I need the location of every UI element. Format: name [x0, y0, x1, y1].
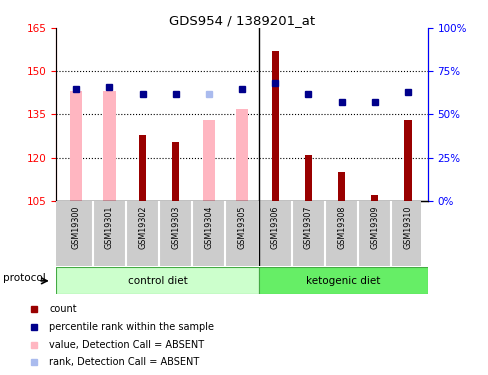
- Bar: [103, 92, 115, 201]
- Text: count: count: [49, 304, 77, 314]
- Bar: [404, 120, 411, 201]
- Text: GSM19310: GSM19310: [403, 206, 411, 249]
- Title: GDS954 / 1389201_at: GDS954 / 1389201_at: [169, 14, 314, 27]
- Bar: [271, 51, 278, 201]
- Text: value, Detection Call = ABSENT: value, Detection Call = ABSENT: [49, 339, 204, 350]
- Text: GSM19306: GSM19306: [270, 206, 279, 249]
- Bar: [56, 267, 258, 294]
- Text: ketogenic diet: ketogenic diet: [305, 276, 380, 286]
- Text: GSM19301: GSM19301: [104, 206, 114, 249]
- Text: percentile rank within the sample: percentile rank within the sample: [49, 322, 214, 332]
- Bar: [70, 92, 82, 201]
- Text: GSM19300: GSM19300: [72, 206, 81, 249]
- Text: GSM19309: GSM19309: [369, 206, 379, 249]
- Text: GSM19302: GSM19302: [138, 206, 147, 249]
- Bar: [258, 267, 427, 294]
- Bar: [304, 154, 311, 201]
- Text: GSM19304: GSM19304: [204, 206, 213, 249]
- Bar: [370, 195, 378, 201]
- Bar: [202, 120, 215, 201]
- Text: GSM19308: GSM19308: [336, 206, 346, 249]
- Bar: [139, 135, 146, 201]
- Text: GSM19303: GSM19303: [171, 206, 180, 249]
- Text: control diet: control diet: [127, 276, 187, 286]
- Bar: [235, 109, 248, 201]
- Bar: [172, 142, 179, 201]
- Bar: [337, 172, 345, 201]
- Text: GSM19305: GSM19305: [237, 206, 246, 249]
- Text: protocol: protocol: [3, 273, 45, 283]
- Text: rank, Detection Call = ABSENT: rank, Detection Call = ABSENT: [49, 357, 199, 368]
- Text: GSM19307: GSM19307: [304, 206, 312, 249]
